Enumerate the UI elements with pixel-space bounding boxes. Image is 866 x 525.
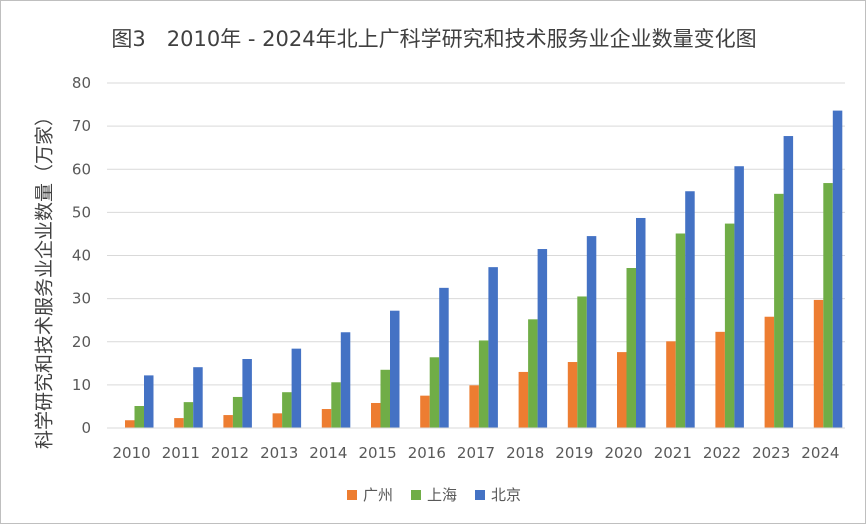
y-tick-label: 50 [72, 203, 91, 221]
x-tick-label: 2021 [654, 444, 692, 462]
chart-title: 图3 2010年 - 2024年北上广科学研究和技术服务业企业数量变化图 [111, 27, 757, 51]
bar-beijing [488, 267, 498, 428]
bar-guangzhou [174, 418, 184, 428]
x-tick-label: 2014 [309, 444, 347, 462]
x-tick-label: 2015 [359, 444, 397, 462]
bar-beijing [390, 310, 400, 428]
bar-beijing [242, 359, 252, 428]
x-tick-label: 2024 [801, 444, 839, 462]
axes: 0 10 20 30 40 50 60 70 80 2010 2011 2012 2013 2014 201… [72, 74, 845, 462]
bar-guangzhou [617, 352, 627, 428]
bar-beijing [537, 249, 548, 428]
grid-lines [107, 82, 845, 386]
x-tick-label: 2010 [113, 444, 151, 462]
x-tick-label: 2011 [162, 444, 200, 462]
legend-label-beijing: 北京 [491, 486, 522, 504]
bars [125, 110, 843, 428]
bar-shanghai [626, 268, 636, 428]
bar-beijing [340, 332, 351, 428]
bar-shanghai [774, 193, 784, 428]
bar-guangzhou [420, 395, 430, 428]
bar-beijing [832, 110, 843, 428]
x-tick-label: 2020 [605, 444, 643, 462]
bar-guangzhou [125, 420, 135, 428]
bar-guangzhou [715, 331, 725, 428]
legend-swatch-shanghai [410, 489, 421, 500]
bar-shanghai [675, 233, 686, 428]
y-tick-label: 40 [72, 247, 91, 265]
x-tick-label: 2019 [555, 444, 593, 462]
bar-beijing [636, 217, 646, 428]
bar-guangzhou [518, 371, 529, 428]
y-tick-label: 60 [72, 160, 91, 178]
bar-shanghai [724, 223, 735, 428]
bar-shanghai [577, 296, 587, 428]
bar-guangzhou [272, 413, 283, 428]
bar-beijing [291, 348, 302, 428]
legend: 广州 上海 北京 [1, 484, 866, 505]
bar-guangzhou [567, 362, 578, 428]
y-tick-label: 30 [72, 290, 91, 308]
bar-beijing [783, 136, 794, 428]
legend-item-guangzhou: 广州 [346, 484, 393, 505]
bar-shanghai [528, 319, 538, 428]
bar-guangzhou [371, 402, 381, 428]
y-tick-label: 0 [81, 419, 91, 437]
legend-label-shanghai: 上海 [426, 486, 457, 504]
bar-guangzhou [666, 341, 676, 428]
bar-guangzhou [223, 415, 233, 428]
legend-label-guangzhou: 广州 [362, 486, 393, 504]
bar-shanghai [134, 406, 144, 428]
x-tick-label: 2018 [506, 444, 544, 462]
bar-shanghai [331, 382, 341, 428]
bar-guangzhou [321, 409, 332, 428]
legend-swatch-guangzhou [346, 489, 357, 500]
bar-guangzhou [764, 316, 775, 428]
y-tick-label: 70 [72, 117, 91, 135]
x-tick-label: 2012 [211, 444, 249, 462]
x-tick-label: 2023 [752, 444, 790, 462]
y-tick-label: 10 [72, 376, 91, 394]
bar-beijing [439, 287, 449, 428]
x-tick-label: 2016 [408, 444, 446, 462]
bar-shanghai [380, 369, 390, 428]
legend-swatch-beijing [475, 489, 485, 500]
bar-beijing [193, 367, 203, 428]
bar-shanghai [282, 392, 292, 428]
bar-shanghai [478, 340, 489, 428]
bar-guangzhou [813, 299, 824, 428]
y-tick-label: 20 [72, 333, 91, 351]
bar-shanghai [823, 183, 833, 428]
legend-item-shanghai: 上海 [410, 484, 457, 505]
y-tick-label: 80 [72, 74, 91, 92]
x-tick-label: 2022 [703, 444, 741, 462]
bar-shanghai [232, 396, 243, 428]
bar-shanghai [183, 402, 194, 428]
bar-beijing [586, 236, 597, 428]
legend-item-beijing: 北京 [475, 484, 521, 505]
bar-guangzhou [469, 385, 479, 428]
x-tick-label: 2013 [260, 444, 298, 462]
bar-beijing [144, 375, 154, 428]
bar-shanghai [429, 357, 440, 428]
bar-beijing [685, 191, 695, 428]
x-tick-label: 2017 [457, 444, 495, 462]
bar-beijing [734, 166, 744, 428]
